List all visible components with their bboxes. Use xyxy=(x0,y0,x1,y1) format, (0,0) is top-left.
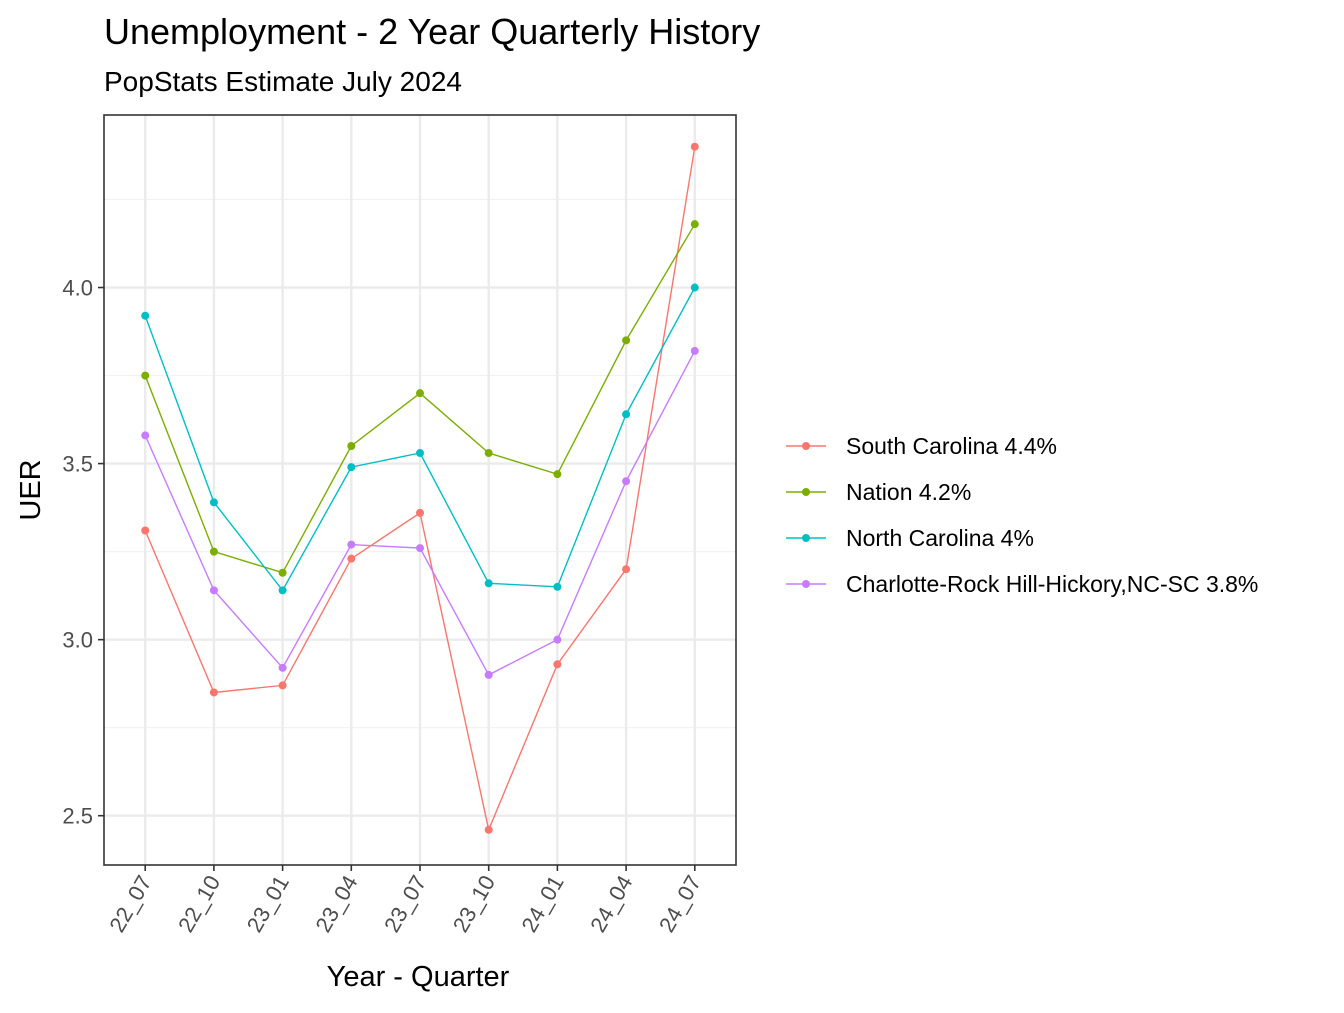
series-3-point-8 xyxy=(690,346,699,355)
legend-label-1: Nation 4.2% xyxy=(846,479,971,505)
series-2-point-2 xyxy=(278,586,287,595)
grid-major xyxy=(104,115,736,865)
y-axis-title: UER xyxy=(15,459,47,520)
x-tick-label-6: 24_01 xyxy=(516,871,568,936)
series-1-point-3 xyxy=(347,441,356,450)
y-tick-label-1: 3.0 xyxy=(62,628,93,653)
series-1-point-2 xyxy=(278,568,287,577)
series-2-point-0 xyxy=(141,311,150,320)
series-layer xyxy=(141,142,699,834)
x-tick-label-2: 23_01 xyxy=(242,871,294,936)
chart-title: Unemployment - 2 Year Quarterly History xyxy=(104,11,760,52)
series-2-point-3 xyxy=(347,463,356,472)
series-1-point-0 xyxy=(141,371,150,380)
series-0-point-1 xyxy=(209,688,218,697)
series-0-point-8 xyxy=(690,142,699,151)
series-2-point-5 xyxy=(484,579,493,588)
series-1-point-4 xyxy=(416,389,424,398)
series-1-point-5 xyxy=(484,449,493,458)
series-2-point-4 xyxy=(416,449,424,458)
y-tick-label-2: 3.5 xyxy=(62,452,93,477)
series-2-point-7 xyxy=(622,410,631,419)
legend-label-3: Charlotte-Rock Hill-Hickory,NC-SC 3.8% xyxy=(846,571,1258,597)
series-3-point-2 xyxy=(278,663,287,672)
x-tick-label-5: 23_10 xyxy=(448,871,500,936)
x-tick-label-0: 22_07 xyxy=(104,871,156,936)
series-3-point-0 xyxy=(141,431,150,440)
series-3-point-4 xyxy=(416,544,424,553)
legend-label-2: North Carolina 4% xyxy=(846,525,1034,551)
series-0-point-3 xyxy=(347,554,356,563)
series-3-point-5 xyxy=(484,670,493,679)
series-0-point-6 xyxy=(553,660,562,669)
series-3-point-6 xyxy=(553,635,562,644)
series-0-point-7 xyxy=(622,565,631,574)
x-tick-label-3: 23_04 xyxy=(310,871,362,936)
legend-key-point-0 xyxy=(802,442,810,450)
series-2-point-6 xyxy=(553,582,562,591)
x-axis-title: Year - Quarter xyxy=(327,961,510,993)
series-0-point-5 xyxy=(484,825,493,834)
series-3-point-1 xyxy=(209,586,218,595)
series-1-point-8 xyxy=(690,220,699,229)
series-1-point-1 xyxy=(209,547,218,556)
series-3-point-7 xyxy=(622,477,631,486)
series-3-point-3 xyxy=(347,540,356,549)
series-1-point-7 xyxy=(622,336,631,345)
chart-subtitle: PopStats Estimate July 2024 xyxy=(104,66,462,97)
y-tick-label-3: 4.0 xyxy=(62,276,93,301)
y-axis: 2.5 3.0 3.5 4.0 xyxy=(62,276,104,829)
legend: South Carolina 4.4% Nation 4.2% North Caro… xyxy=(786,433,1258,597)
x-tick-label-7: 24_04 xyxy=(585,871,637,936)
x-tick-label-1: 22_10 xyxy=(173,871,225,936)
y-tick-label-0: 2.5 xyxy=(62,804,93,829)
series-1-point-6 xyxy=(553,470,562,479)
series-0-point-4 xyxy=(416,508,424,517)
legend-key-point-2 xyxy=(802,534,810,542)
legend-key-point-3 xyxy=(802,580,810,588)
legend-key-point-1 xyxy=(802,488,810,496)
x-axis: 22_07 22_10 23_01 23_04 23_07 23_10 24_01 24_04… xyxy=(104,865,706,936)
series-2-point-1 xyxy=(209,498,218,507)
series-0-point-0 xyxy=(141,526,150,535)
series-0-point-2 xyxy=(278,681,287,690)
x-tick-label-4: 23_07 xyxy=(379,871,431,936)
series-2-point-8 xyxy=(690,283,699,292)
x-tick-label-8: 24_07 xyxy=(654,871,706,936)
legend-label-0: South Carolina 4.4% xyxy=(846,433,1057,459)
